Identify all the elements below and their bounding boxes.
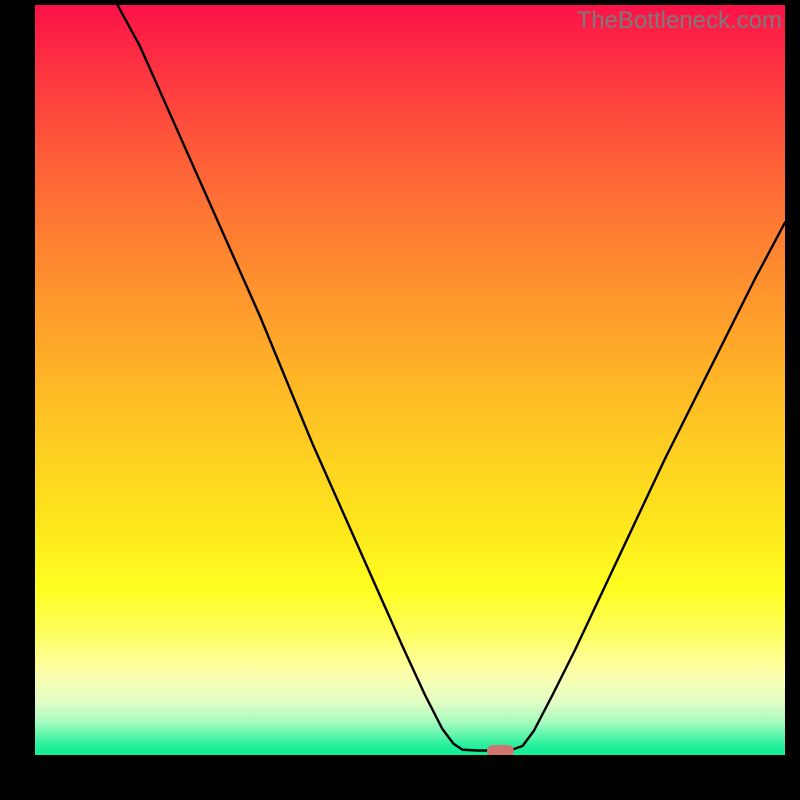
optimum-marker (487, 745, 514, 756)
frame-border-left (0, 0, 35, 800)
frame-border-right (785, 0, 800, 800)
frame-border-bottom (0, 755, 800, 800)
bottleneck-curve (35, 5, 785, 755)
plot-area (35, 5, 785, 755)
watermark-label: TheBottleneck.com (577, 7, 782, 35)
